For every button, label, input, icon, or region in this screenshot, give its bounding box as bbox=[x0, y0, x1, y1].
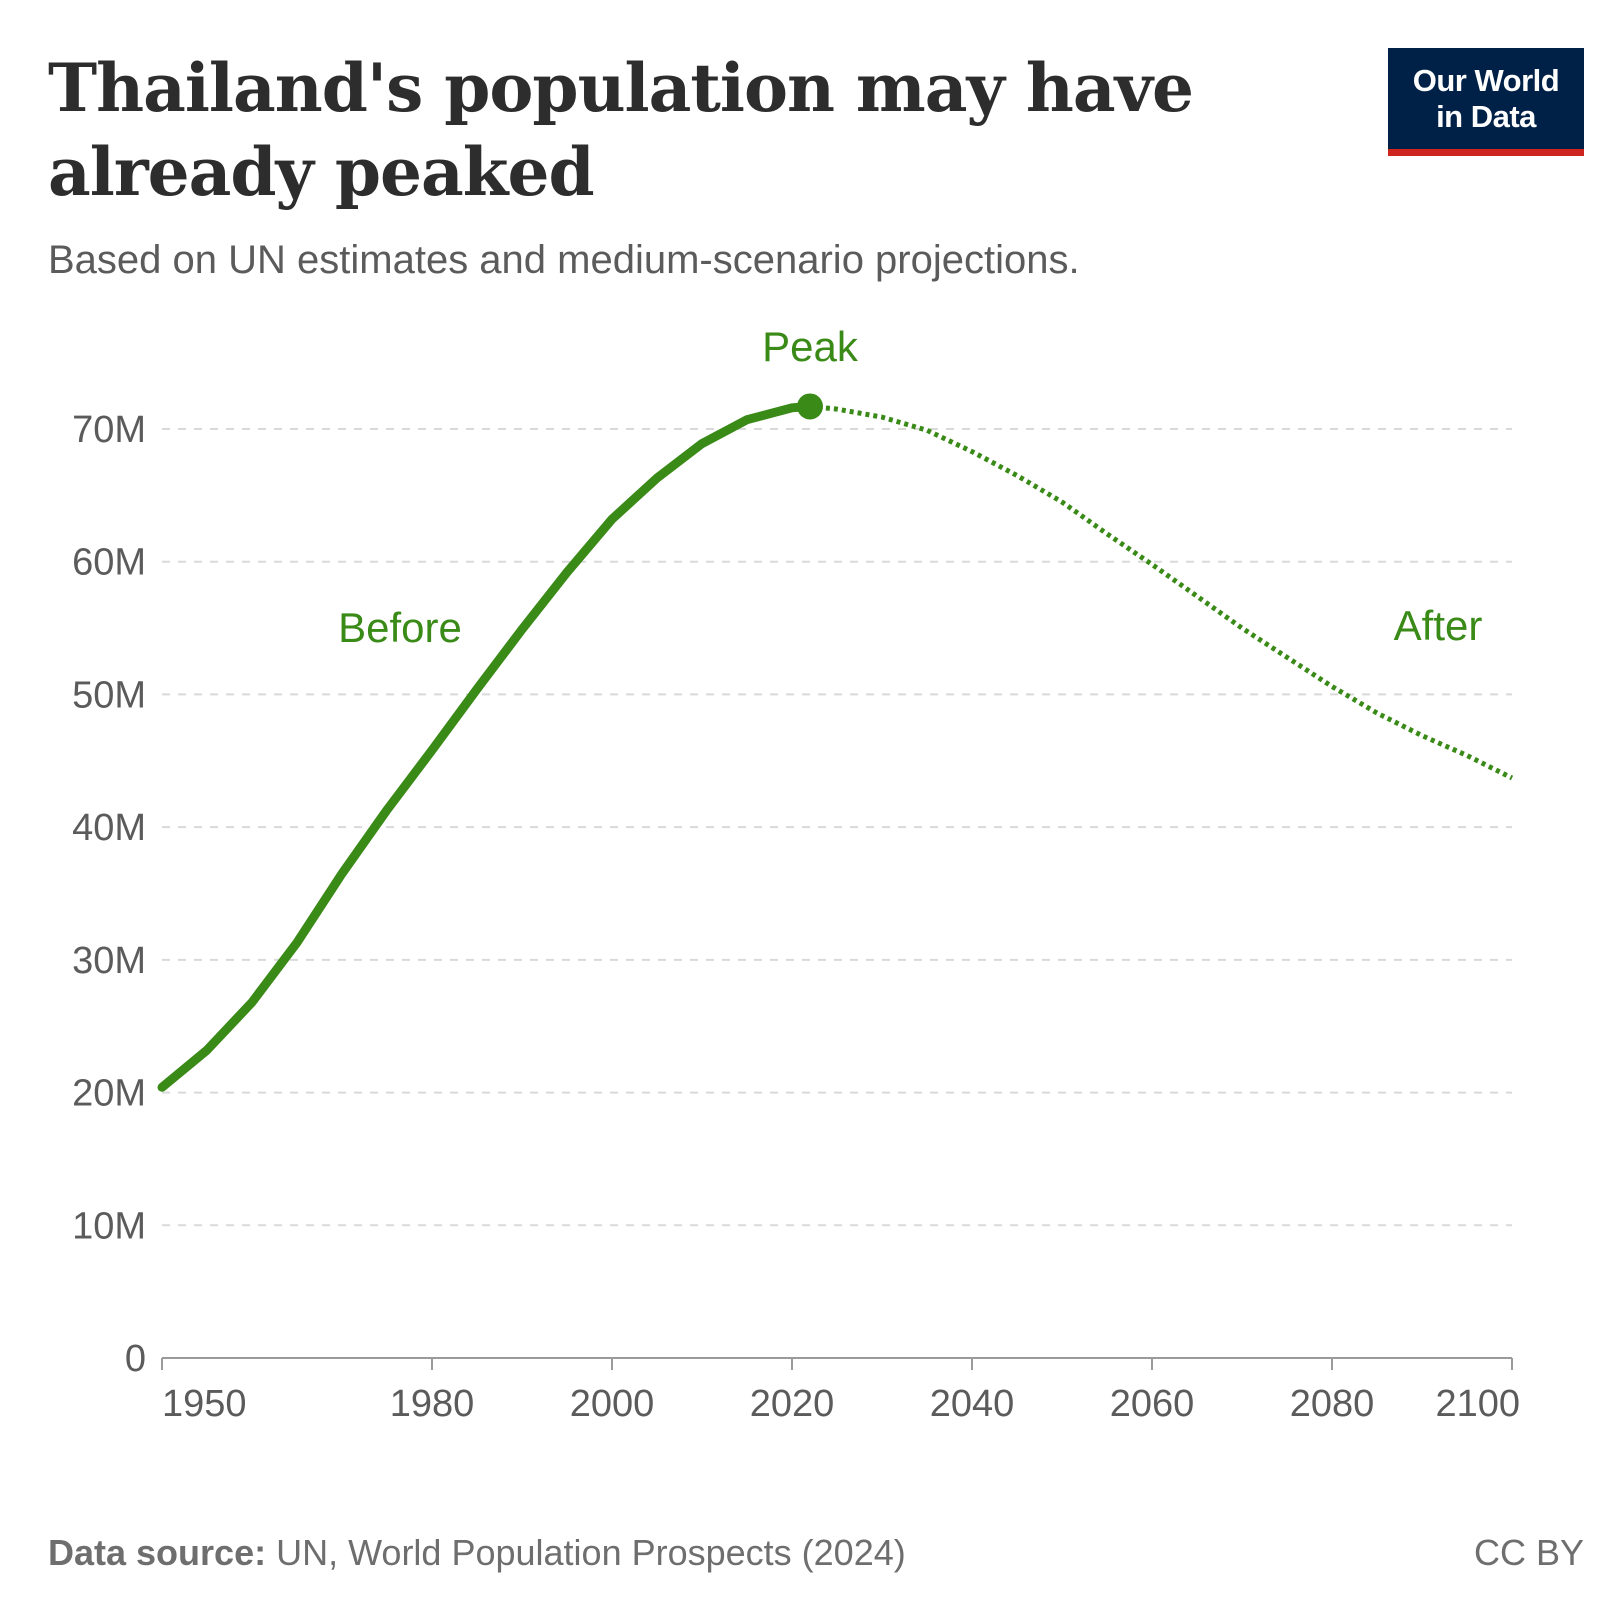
x-tick-label: 2100 bbox=[1435, 1383, 1520, 1425]
annotation-peak: Peak bbox=[762, 323, 859, 370]
series-line-after bbox=[809, 403, 1514, 781]
y-tick-label: 0 bbox=[125, 1338, 146, 1380]
y-tick-label: 60M bbox=[72, 542, 146, 584]
series-lines bbox=[157, 393, 1514, 1092]
annotation-before: Before bbox=[338, 604, 462, 651]
y-tick-label: 50M bbox=[72, 674, 146, 716]
x-tick-label: 2060 bbox=[1110, 1383, 1195, 1425]
series-line-before bbox=[157, 401, 815, 1092]
x-tick-label: 2020 bbox=[750, 1383, 835, 1425]
x-tick-label: 2040 bbox=[930, 1383, 1015, 1425]
x-tick-label: 1950 bbox=[162, 1383, 247, 1425]
y-tick-label: 20M bbox=[72, 1073, 146, 1115]
y-tick-label: 30M bbox=[72, 940, 146, 982]
x-tick-label: 2080 bbox=[1290, 1383, 1375, 1425]
chart-subtitle: Based on UN estimates and medium-scenari… bbox=[48, 238, 1080, 282]
annotation-after: After bbox=[1394, 602, 1483, 649]
gridlines bbox=[162, 428, 1512, 1227]
y-tick-label: 10M bbox=[72, 1205, 146, 1247]
peak-marker bbox=[797, 393, 823, 420]
data-source-label: Data source: bbox=[48, 1532, 267, 1573]
x-tick-label: 1980 bbox=[390, 1383, 475, 1425]
annotations: Peak Before After bbox=[338, 323, 1482, 651]
data-source: Data source: UN, World Population Prospe… bbox=[48, 1532, 906, 1574]
line-chart: 0 10M 20M 30M 40M 50M 60M 70M 1950 1980 2000 2020 20… bbox=[72, 323, 1520, 1425]
y-tick-label: 70M bbox=[72, 409, 146, 451]
owid-logo[interactable]: Our World in Data bbox=[1388, 48, 1584, 156]
license-link[interactable]: CC BY bbox=[1473, 1532, 1584, 1573]
data-source-text: UN, World Population Prospects (2024) bbox=[276, 1532, 906, 1573]
y-tick-label: 40M bbox=[72, 807, 146, 849]
axes: 0 10M 20M 30M 40M 50M 60M 70M 1950 1980 2000 2020 20… bbox=[72, 409, 1520, 1425]
x-tick-label: 2000 bbox=[570, 1383, 655, 1425]
chart-title: Thailand's population may have already p… bbox=[48, 49, 1194, 211]
logo-line-1: Our World bbox=[1412, 62, 1560, 98]
logo-line-2: in Data bbox=[1436, 98, 1536, 134]
